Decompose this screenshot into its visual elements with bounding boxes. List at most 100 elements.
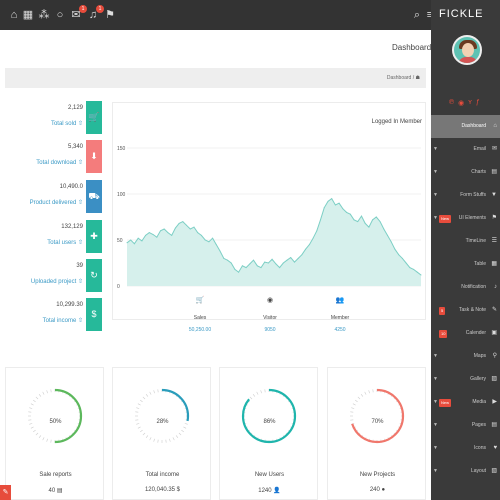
sidebar-item-charts[interactable]: ▼ Charts ▤ bbox=[431, 161, 500, 184]
kpi-member-label: Member bbox=[330, 315, 350, 321]
data-point bbox=[208, 241, 210, 243]
data-point bbox=[297, 257, 299, 259]
data-point bbox=[148, 232, 150, 234]
sidebar-item-label: Task & Note bbox=[459, 307, 486, 313]
sidebar-item-ui-elements[interactable]: ▼ New UI Elements ⚑ bbox=[431, 207, 500, 230]
sidebar-item-task-note[interactable]: 5 Task & Note ✎ bbox=[431, 299, 500, 322]
refresh-icon: ↻ bbox=[86, 259, 102, 292]
user-icon: 👤 bbox=[273, 488, 281, 494]
sidebar-item-label: Maps bbox=[473, 353, 486, 359]
sidebar-item-pages[interactable]: ▼ Pages ▤ bbox=[431, 414, 500, 437]
data-point bbox=[416, 271, 418, 273]
stat-label[interactable]: Total download ⇧ bbox=[36, 160, 83, 166]
data-point bbox=[320, 219, 321, 221]
share-icon[interactable]: ⁂ bbox=[38, 9, 50, 21]
wrench-icon[interactable]: ✎ bbox=[0, 485, 11, 500]
sidebar-item-label: Pages bbox=[471, 422, 486, 428]
sidebar-item-email[interactable]: ▼ Email ✉ bbox=[431, 138, 500, 161]
sidebar-item-maps[interactable]: ▼ Maps ⚲ bbox=[431, 345, 500, 368]
data-point bbox=[409, 267, 411, 269]
data-point bbox=[182, 221, 184, 223]
caret-down-icon: ▼ bbox=[433, 399, 438, 405]
data-point bbox=[230, 262, 232, 264]
data-point bbox=[160, 230, 161, 232]
data-point bbox=[334, 204, 336, 206]
breadcrumb[interactable]: Dashboard / ☗ bbox=[386, 75, 420, 81]
donut-percent: 70% bbox=[371, 419, 384, 425]
sidebar-item-label: Notification bbox=[461, 284, 486, 290]
page-title: Dashboard bbox=[392, 43, 432, 52]
summary-card: 86% New Users 1240 👤 bbox=[219, 367, 318, 500]
data-point bbox=[200, 234, 202, 236]
flag-icon[interactable]: ⚑ bbox=[105, 9, 115, 21]
sidebar-item-notification[interactable]: Notification ♪ bbox=[431, 276, 500, 299]
stat-label[interactable]: Total income ⇧ bbox=[42, 318, 83, 324]
sidebar-item-form-stuffs[interactable]: ▼ Form Stuffs ▼ bbox=[431, 184, 500, 207]
sidebar-item-table[interactable]: Table ▦ bbox=[431, 253, 500, 276]
top-navbar: ⌂ ▦ ⁂ ○ ✉ 1 ♫ 1 ⚑ ⌕ ≡ bbox=[0, 0, 433, 30]
comment-icon[interactable]: ○ bbox=[56, 9, 64, 21]
data-point bbox=[357, 221, 359, 223]
facebook-icon[interactable]: ƒ bbox=[475, 99, 480, 106]
sidebar-item-label: Form Stuffs bbox=[460, 192, 486, 198]
stat-label[interactable]: Total users ⇧ bbox=[47, 240, 83, 246]
data-point bbox=[178, 222, 180, 224]
stat-item: 132,129 Total users ⇧ ✚ bbox=[5, 220, 102, 254]
cart-icon: 🛒 bbox=[86, 101, 102, 134]
data-point bbox=[186, 224, 187, 226]
menu-toggle-icon[interactable]: ≡ bbox=[426, 9, 434, 21]
grid-icon[interactable]: ▦ bbox=[22, 9, 34, 21]
search-icon[interactable]: ⌕ bbox=[413, 9, 421, 21]
logged-in-chart-panel: Logged In Member 150 100 50 0 🛒 Sales 50,25… bbox=[112, 102, 426, 333]
github-icon[interactable]: ◉ bbox=[458, 100, 465, 107]
envelope-icon[interactable]: ✉ 1 bbox=[68, 5, 87, 23]
data-point bbox=[141, 240, 143, 242]
data-point bbox=[305, 248, 307, 250]
chart-icon: ▤ bbox=[491, 169, 497, 175]
arrow-up-icon: ⇧ bbox=[77, 200, 83, 206]
sidebar-item-gallery[interactable]: ▼ Gallery ▨ bbox=[431, 368, 500, 391]
data-point bbox=[227, 259, 228, 261]
gift-icon: ✚ bbox=[86, 220, 102, 253]
pinterest-icon[interactable]: ℗ bbox=[449, 99, 455, 106]
stat-label[interactable]: Uploaded project ⇧ bbox=[30, 279, 83, 285]
table-icon: ▦ bbox=[491, 261, 497, 267]
sidebar-item-media[interactable]: ▼ New Media ▶ bbox=[431, 391, 500, 414]
arrow-up-icon: ⇧ bbox=[77, 318, 83, 324]
arrow-up-icon: ⇧ bbox=[77, 160, 83, 166]
y-tick-label: 0 bbox=[117, 284, 120, 290]
card-value: 120,040.35 $ bbox=[144, 487, 181, 493]
sidebar-item-timeline[interactable]: TimeLine ☰ bbox=[431, 230, 500, 253]
envelope-badge: 1 bbox=[79, 5, 87, 13]
kpi-visitor-label: Visitor bbox=[263, 315, 277, 321]
sidebar-item-calender[interactable]: 10 Calender ▣ bbox=[431, 322, 500, 345]
data-point bbox=[156, 236, 158, 238]
twitter-icon[interactable]: ʏ bbox=[468, 99, 472, 106]
sidebar-item-layout[interactable]: ▼ Layout ▧ bbox=[431, 460, 500, 483]
data-point bbox=[294, 261, 295, 263]
sidebar-item-icons[interactable]: ▼ Icons ♥ bbox=[431, 437, 500, 460]
home-icon[interactable]: ⌂ bbox=[10, 9, 18, 21]
data-point bbox=[390, 241, 392, 243]
stat-item: 10,299.30 Total income ⇧ $ bbox=[5, 298, 102, 332]
kpi-sales-value: 50,250.00 bbox=[188, 327, 212, 333]
menu-badge: New bbox=[439, 399, 452, 407]
stat-label[interactable]: Product delivered ⇧ bbox=[29, 200, 83, 206]
kpi-member-value: 4250 bbox=[334, 327, 346, 333]
brand-logo[interactable]: FICKLE bbox=[439, 8, 484, 20]
menu-badge: New bbox=[439, 215, 452, 223]
bell-icon[interactable]: ♫ 1 bbox=[85, 5, 104, 23]
stat-label[interactable]: Total sold ⇧ bbox=[50, 121, 83, 127]
card-value: 1240 👤 bbox=[258, 488, 281, 494]
users-icon: 👥 bbox=[335, 297, 345, 304]
data-point bbox=[398, 254, 400, 256]
stat-value: 39 bbox=[76, 263, 83, 269]
avatar[interactable] bbox=[452, 35, 482, 65]
stat-value: 2,129 bbox=[67, 105, 83, 111]
media-icon: ▶ bbox=[492, 399, 497, 405]
stat-value: 132,129 bbox=[61, 224, 83, 230]
data-point bbox=[253, 259, 254, 261]
data-point bbox=[260, 267, 262, 269]
sidebar-item-dashboard[interactable]: Dashboard ⌂ bbox=[431, 115, 500, 138]
area-fill bbox=[127, 198, 421, 286]
